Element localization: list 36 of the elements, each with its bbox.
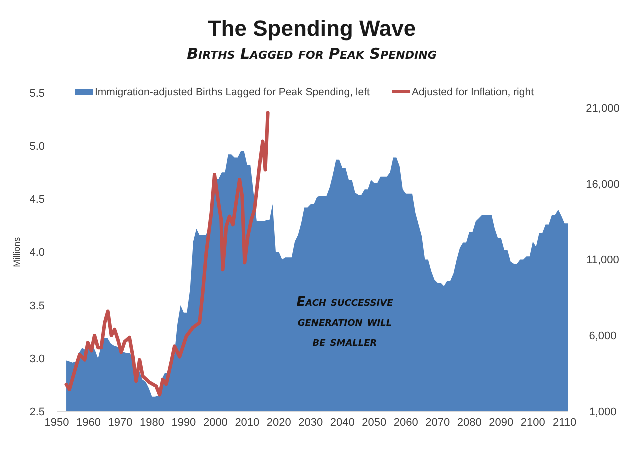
y-tick-label: 3.5	[30, 300, 45, 312]
y-axis-title: Millions	[12, 236, 22, 268]
y-tick-label: 4.0	[30, 247, 45, 260]
y-tick-label: 4.5	[30, 194, 45, 206]
legend-label: Immigration-adjusted Births Lagged for Peak Spending, left	[95, 86, 370, 99]
x-tick-label: 2040	[330, 417, 355, 429]
x-tick-label: 2070	[426, 417, 450, 429]
chart-title: The Spending Wave	[208, 16, 416, 41]
annotation: Each successive generation will be smaller	[296, 295, 394, 350]
y2-tick-label: 11,000	[586, 254, 620, 267]
y-tick-label: 2.5	[30, 406, 45, 419]
x-tick-label: 2060	[394, 417, 418, 429]
x-tick-label: 2010	[235, 417, 260, 429]
x-tick-label: 2110	[553, 417, 577, 429]
y2-tick-label: 6,000	[589, 330, 617, 343]
x-tick-label: 2080	[457, 417, 482, 429]
y-tick-label: 3.0	[30, 353, 45, 366]
line-series	[64, 111, 270, 397]
chart-subtitle: Births Lagged for Peak Spending	[187, 45, 437, 63]
x-tick-label: 2030	[298, 417, 324, 429]
x-tick-label: 2000	[203, 417, 228, 429]
x-tick-label: 1990	[172, 417, 196, 429]
y2-tick-label: 16,000	[586, 178, 620, 191]
x-tick-label: 1950	[44, 417, 70, 429]
y-tick-label: 5.0	[30, 140, 45, 153]
x-tick-label: 2100	[520, 417, 546, 429]
x-tick-label: 1970	[108, 417, 133, 429]
x-tick-label: 2050	[362, 417, 387, 429]
x-tick-label: 1960	[76, 417, 101, 429]
y2-tick-label: 21,000	[586, 102, 620, 115]
y2-tick-label: 1,000	[589, 406, 617, 419]
x-tick-label: 1980	[140, 417, 164, 429]
y-tick-label: 5.5	[30, 88, 45, 100]
x-tick-label: 2020	[266, 417, 292, 429]
legend-label: Adjusted for Inflation, right	[412, 86, 534, 99]
x-tick-label: 2090	[489, 417, 514, 429]
